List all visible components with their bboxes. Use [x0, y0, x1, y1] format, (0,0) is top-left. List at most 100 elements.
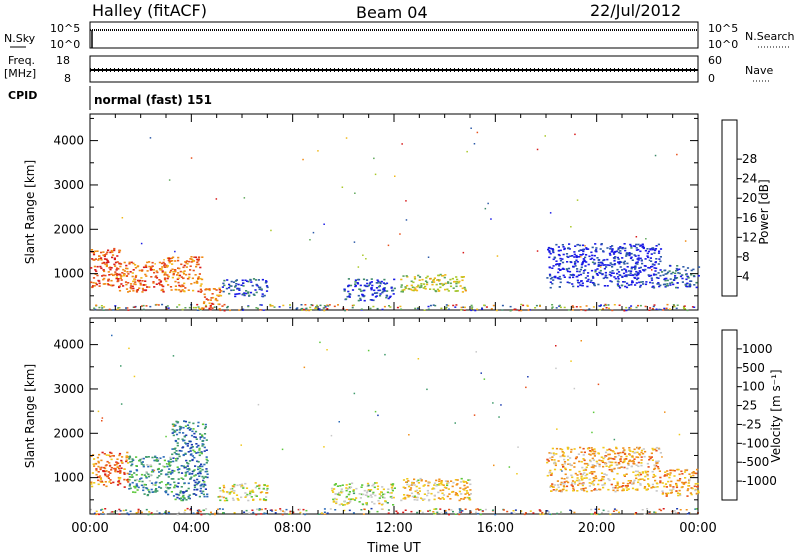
power-cell [166, 257, 170, 259]
power-cell [603, 259, 606, 261]
power-cell [118, 289, 122, 292]
velocity-cell [629, 482, 632, 484]
velocity-cell [581, 484, 584, 487]
velocity-cell [631, 456, 634, 458]
power-cell [440, 307, 443, 310]
velocity-cell [648, 511, 651, 513]
power-cell [107, 278, 110, 281]
velocity-cell [141, 457, 144, 460]
power-cell [629, 243, 632, 246]
velocity-cell [119, 471, 122, 473]
power-cell [108, 308, 111, 311]
velocity-cell [695, 492, 698, 495]
velocity-cell [198, 449, 201, 451]
velocity-cell [335, 501, 338, 503]
power-cell [410, 284, 413, 287]
velocity-cell [665, 495, 668, 497]
power-cell [659, 248, 663, 250]
power-cell [200, 283, 203, 285]
velocity-cell [128, 485, 131, 487]
power-cell [630, 267, 633, 270]
velocity-cell [167, 493, 170, 496]
velocity-cell [125, 456, 128, 459]
velocity-cell [597, 383, 600, 386]
power-cell [116, 280, 119, 283]
velocity-cell [155, 457, 159, 459]
velocity-cell [593, 465, 596, 467]
power-cell [174, 285, 177, 287]
velocity-cell [415, 485, 418, 488]
power-cell [574, 245, 577, 247]
power-cell [418, 276, 422, 278]
power-cell [431, 283, 434, 286]
power-cell [593, 284, 596, 287]
velocity-cell [674, 511, 677, 514]
velocity-cell [670, 480, 673, 483]
velocity-cell [264, 499, 268, 501]
power-cell [584, 245, 586, 247]
power-cell [586, 285, 589, 288]
power-cell [406, 276, 409, 278]
power-cell [161, 266, 164, 268]
power-cell [245, 292, 248, 295]
power-cell [192, 289, 195, 292]
velocity-cell [571, 510, 574, 513]
velocity-cell [554, 462, 557, 465]
velocity-cell [566, 455, 570, 458]
beam-title: Beam 04 [356, 3, 428, 22]
power-cell [675, 307, 678, 310]
velocity-cell [407, 485, 411, 488]
power-cell [549, 277, 553, 280]
power-cell [492, 304, 495, 307]
velocity-cell [686, 489, 689, 492]
velocity-cell [201, 443, 204, 445]
power-cell [197, 277, 200, 280]
velocity-cell [539, 510, 542, 512]
power-cell [582, 270, 586, 272]
velocity-cell [190, 453, 193, 455]
power-cell [416, 286, 419, 288]
velocity-cell [138, 459, 141, 462]
velocity-cell [426, 388, 428, 391]
velocity-cell [464, 481, 467, 483]
velocity-cell [556, 484, 559, 486]
velocity-cell [654, 448, 657, 451]
power-cell [559, 281, 562, 284]
power-cell [92, 285, 95, 287]
velocity-cell [417, 493, 420, 496]
velocity-cell [622, 450, 625, 452]
velocity-cell [653, 468, 656, 471]
power-cell [401, 291, 404, 293]
power-cell [686, 285, 689, 288]
power-cell [269, 305, 272, 307]
velocity-cell [439, 489, 442, 492]
velocity-cell [182, 426, 185, 429]
power-cell [658, 285, 661, 288]
power-cell [103, 270, 106, 273]
power-cell [110, 273, 113, 276]
power-cell [585, 261, 588, 263]
power-cell [141, 270, 144, 272]
velocity-cell [416, 492, 419, 494]
power-cell [461, 291, 464, 293]
velocity-cell [560, 481, 563, 484]
velocity-cell [675, 483, 678, 486]
power-cell [119, 274, 122, 277]
power-cell [579, 268, 582, 271]
velocity-cell [623, 466, 626, 469]
velocity-cell [600, 456, 603, 458]
velocity-cell [673, 510, 676, 512]
velocity-cell [323, 508, 326, 510]
power-cell [190, 261, 193, 263]
power-cell [420, 286, 423, 288]
velocity-cell [251, 489, 254, 492]
velocity-cell [427, 499, 431, 502]
power-cell [653, 252, 656, 254]
velocity-cell [418, 487, 421, 490]
velocity-cell [443, 486, 446, 489]
velocity-cell [438, 484, 441, 486]
power-cell [613, 263, 616, 266]
power-cell [644, 283, 648, 286]
velocity-cell [197, 444, 200, 447]
velocity-cell [640, 459, 643, 461]
